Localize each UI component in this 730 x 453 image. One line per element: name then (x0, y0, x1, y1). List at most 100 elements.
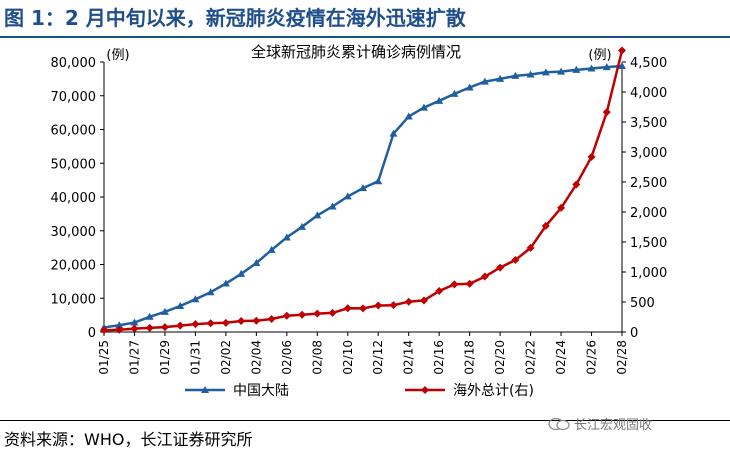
footer-divider (0, 420, 730, 421)
left-tick-label: 80,000 (51, 56, 97, 71)
right-axis-unit: (例) (588, 48, 611, 63)
data-point-china (541, 68, 550, 76)
data-point-china (511, 71, 520, 79)
left-tick-label: 0 (88, 326, 96, 341)
x-tick-label: 01/31 (188, 340, 202, 375)
legend-label-overseas: 海外总计(右) (453, 383, 534, 399)
data-point-overseas (389, 301, 398, 310)
data-point-china (176, 301, 185, 309)
x-tick-label: 01/25 (97, 340, 111, 375)
data-point-china (419, 103, 428, 111)
legend-label-china: 中国大陆 (233, 383, 289, 399)
left-tick-label: 10,000 (51, 292, 97, 307)
x-tick-label: 02/28 (615, 340, 629, 375)
data-point-china (298, 222, 307, 230)
right-tick-label: 500 (630, 296, 655, 311)
data-point-overseas (419, 296, 428, 305)
data-point-overseas (313, 309, 322, 318)
data-point-china (313, 211, 322, 219)
data-point-overseas (145, 323, 154, 332)
data-point-overseas (465, 279, 474, 288)
data-point-overseas (587, 152, 596, 161)
data-point-overseas (115, 325, 124, 334)
data-point-overseas (526, 243, 535, 252)
right-tick-label: 0 (630, 326, 638, 341)
data-point-overseas (221, 318, 230, 327)
x-tick-label: 02/02 (219, 340, 233, 375)
x-tick-label: 02/06 (280, 340, 294, 375)
data-point-china (526, 70, 535, 78)
data-point-china (130, 318, 139, 326)
left-tick-label: 60,000 (51, 124, 97, 139)
x-tick-label: 01/27 (127, 340, 141, 375)
x-tick-label: 02/20 (493, 340, 507, 375)
left-tick-label: 20,000 (51, 259, 97, 274)
data-point-china (480, 77, 489, 85)
wechat-icon (548, 417, 570, 430)
data-point-china (343, 192, 352, 200)
left-tick-label: 70,000 (51, 90, 97, 105)
data-point-overseas (206, 319, 215, 328)
x-tick-label: 02/10 (341, 340, 355, 375)
data-point-overseas (100, 326, 108, 335)
left-tick-label: 30,000 (51, 225, 97, 240)
data-point-china (572, 65, 581, 73)
series-line-china (103, 64, 623, 329)
legend-marker-china (201, 386, 209, 393)
data-point-china (221, 279, 230, 287)
legend: 中国大陆 海外总计(右) (185, 383, 534, 399)
data-point-china (618, 61, 626, 69)
x-tick-label: 02/14 (402, 340, 416, 375)
watermark: 长江宏观固收 (548, 414, 652, 433)
data-point-china (115, 321, 124, 329)
right-tick-label: 1,500 (630, 236, 667, 251)
data-point-overseas (450, 280, 459, 289)
right-tick-label: 1,000 (630, 266, 667, 281)
data-point-china (282, 233, 291, 241)
data-point-overseas (496, 263, 505, 272)
x-tick-label: 02/12 (371, 340, 385, 375)
x-tick-label: 01/29 (158, 340, 172, 375)
data-point-overseas (343, 304, 352, 313)
right-tick-label: 4,500 (630, 56, 667, 71)
data-point-china (252, 259, 261, 267)
x-tick-label: 02/26 (585, 340, 599, 375)
data-point-china (374, 177, 383, 185)
source-note: 资料来源：WHO，长江证券研究所 (4, 430, 253, 449)
data-point-overseas (237, 317, 246, 326)
right-tick-label: 3,500 (630, 116, 667, 131)
data-point-overseas (267, 315, 276, 324)
data-point-china (267, 245, 276, 253)
data-point-overseas (328, 308, 337, 317)
data-point-china (145, 312, 154, 320)
data-point-overseas (191, 320, 200, 329)
data-point-overseas (602, 108, 611, 117)
x-tick-label: 02/22 (524, 340, 538, 375)
data-point-china (389, 129, 398, 137)
x-tick-label: 02/04 (249, 340, 263, 375)
data-point-china (587, 64, 596, 72)
data-point-china (465, 83, 474, 91)
data-point-overseas (618, 46, 626, 55)
x-tick-label: 02/16 (432, 340, 446, 375)
data-point-overseas (480, 272, 489, 281)
data-point-overseas (252, 316, 261, 325)
series-layer (100, 46, 626, 335)
data-point-overseas (359, 304, 367, 313)
data-point-overseas (572, 180, 581, 189)
watermark-text: 长江宏观固收 (574, 418, 653, 433)
data-point-overseas (541, 221, 550, 230)
data-point-china (404, 112, 413, 120)
data-point-china (435, 96, 444, 104)
right-tick-label: 2,000 (630, 206, 667, 221)
axes: 0 10,000 20,000 30,000 40,000 50,000 60,000 70,… (51, 56, 668, 375)
data-point-overseas (298, 310, 307, 319)
data-point-china (160, 307, 169, 315)
data-point-china (191, 295, 200, 303)
data-point-china (496, 74, 505, 82)
data-point-overseas (282, 311, 291, 320)
x-tick-label: 02/08 (310, 340, 324, 375)
left-axis-unit: (例) (106, 48, 129, 63)
data-point-overseas (511, 256, 520, 264)
